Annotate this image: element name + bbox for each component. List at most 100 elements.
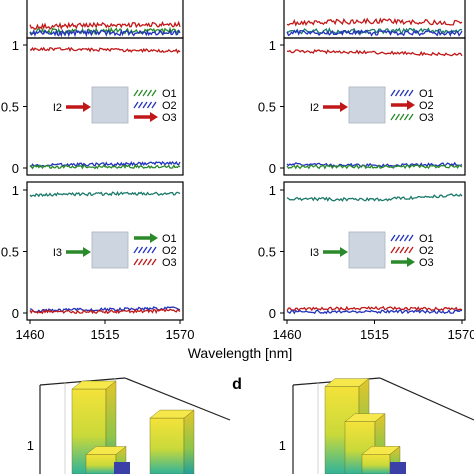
x-tick-label: 1570 — [448, 327, 474, 342]
output-arrow-hatch — [399, 234, 405, 242]
panel-bottom-right-3d-partial: 1 — [279, 377, 474, 474]
y-tick-label: 1 — [269, 38, 276, 53]
series-line-blue — [29, 28, 181, 38]
panel-top-right-partial — [283, 0, 466, 39]
device-box — [91, 86, 129, 124]
series-line-red — [29, 308, 181, 315]
series-line-red — [286, 305, 463, 312]
output-arrow-hatch — [151, 246, 157, 254]
bar-top-face — [149, 409, 195, 419]
output-arrow-hatch — [146, 101, 153, 109]
output-label: O2 — [419, 245, 434, 257]
bar-front-face — [361, 454, 391, 474]
axis-3d-edge — [379, 377, 474, 421]
output-arrow-hatch — [390, 246, 396, 254]
output-arrow-hatch — [399, 246, 405, 254]
y-tick-label: 0 — [12, 306, 19, 321]
output-arrow-hatch — [142, 89, 148, 97]
output-label: O3 — [419, 112, 434, 124]
output-arrow-head — [407, 100, 415, 110]
output-arrow-hatch — [390, 234, 396, 242]
series-line-green — [286, 164, 463, 170]
y-tick-label: 1 — [12, 38, 19, 53]
output-arrow-hatch — [137, 258, 144, 266]
y-tick-label: 0 — [12, 161, 19, 176]
y-tick-label: 1 — [27, 438, 34, 453]
output-label: O3 — [162, 257, 177, 269]
device-box — [348, 86, 386, 124]
output-arrow-hatch — [403, 234, 410, 242]
output-arrow-hatch — [146, 89, 153, 97]
series-line-red — [29, 46, 181, 55]
x-tick-label: 1570 — [166, 327, 195, 342]
output-arrow-hatch — [133, 101, 139, 109]
output-arrow-head — [407, 257, 415, 267]
y-tick-label: 0.5 — [1, 245, 19, 260]
bar-3d-low — [114, 462, 130, 474]
input-arrow-head — [340, 102, 348, 112]
output-label: O1 — [419, 233, 434, 245]
series-line-blue — [29, 306, 181, 314]
output-arrow-hatch — [137, 89, 144, 97]
output-arrow-hatch — [408, 234, 414, 242]
output-label: O1 — [162, 233, 177, 245]
input-label: I2 — [310, 102, 319, 114]
output-label: O1 — [419, 88, 434, 100]
x-tick-label: 1460 — [16, 327, 45, 342]
y-tick-label: 0.5 — [258, 245, 276, 260]
device-box — [348, 231, 386, 269]
axis-3d-edge — [124, 377, 231, 421]
output-arrow-hatch — [142, 246, 148, 254]
series-line-blue — [286, 28, 463, 37]
bar-top-face — [344, 413, 386, 422]
output-label: O1 — [162, 88, 177, 100]
output-arrow-hatch — [133, 246, 139, 254]
output-arrow-head — [150, 112, 158, 122]
input-arrow-head — [83, 247, 91, 257]
input-arrow-head — [83, 102, 91, 112]
output-arrow-hatch — [408, 89, 414, 97]
panel-top-left-partial — [26, 0, 184, 39]
output-arrow-hatch — [403, 246, 410, 254]
input-label: I3 — [310, 247, 319, 259]
output-arrow-hatch — [146, 246, 153, 254]
output-arrow-hatch — [151, 101, 157, 109]
y-tick-label: 0.5 — [1, 100, 19, 115]
bar-top-face — [361, 446, 401, 455]
panel-bottom-left-3d-partial: 1 — [27, 377, 231, 474]
output-arrow-hatch — [390, 89, 396, 97]
x-tick-label: 1515 — [91, 327, 120, 342]
output-arrow-hatch — [142, 101, 148, 109]
output-arrow-hatch — [399, 113, 405, 121]
output-arrow-hatch — [142, 258, 148, 266]
output-arrow-hatch — [408, 113, 414, 121]
y-tick-label: 0.5 — [258, 100, 276, 115]
x-tick-label: 1515 — [360, 327, 389, 342]
output-label: O3 — [162, 112, 177, 124]
bar-3d — [149, 409, 195, 474]
y-tick-label: 1 — [279, 438, 286, 453]
output-arrow-hatch — [394, 246, 401, 254]
output-label: O2 — [162, 245, 177, 257]
output-arrow-hatch — [408, 246, 414, 254]
series-line-teal — [286, 26, 463, 36]
series-line-teal — [29, 190, 181, 198]
output-arrow-hatch — [403, 89, 410, 97]
series-line-blue — [286, 161, 463, 168]
x-tick-label: 1460 — [273, 327, 302, 342]
output-arrow-hatch — [137, 246, 144, 254]
output-arrow-hatch — [133, 89, 139, 97]
y-tick-label: 0 — [269, 306, 276, 321]
y-tick-label: 1 — [269, 183, 276, 198]
series-line-red — [286, 49, 463, 57]
input-label: I3 — [53, 247, 62, 259]
panel-letter-d: d — [232, 376, 242, 393]
